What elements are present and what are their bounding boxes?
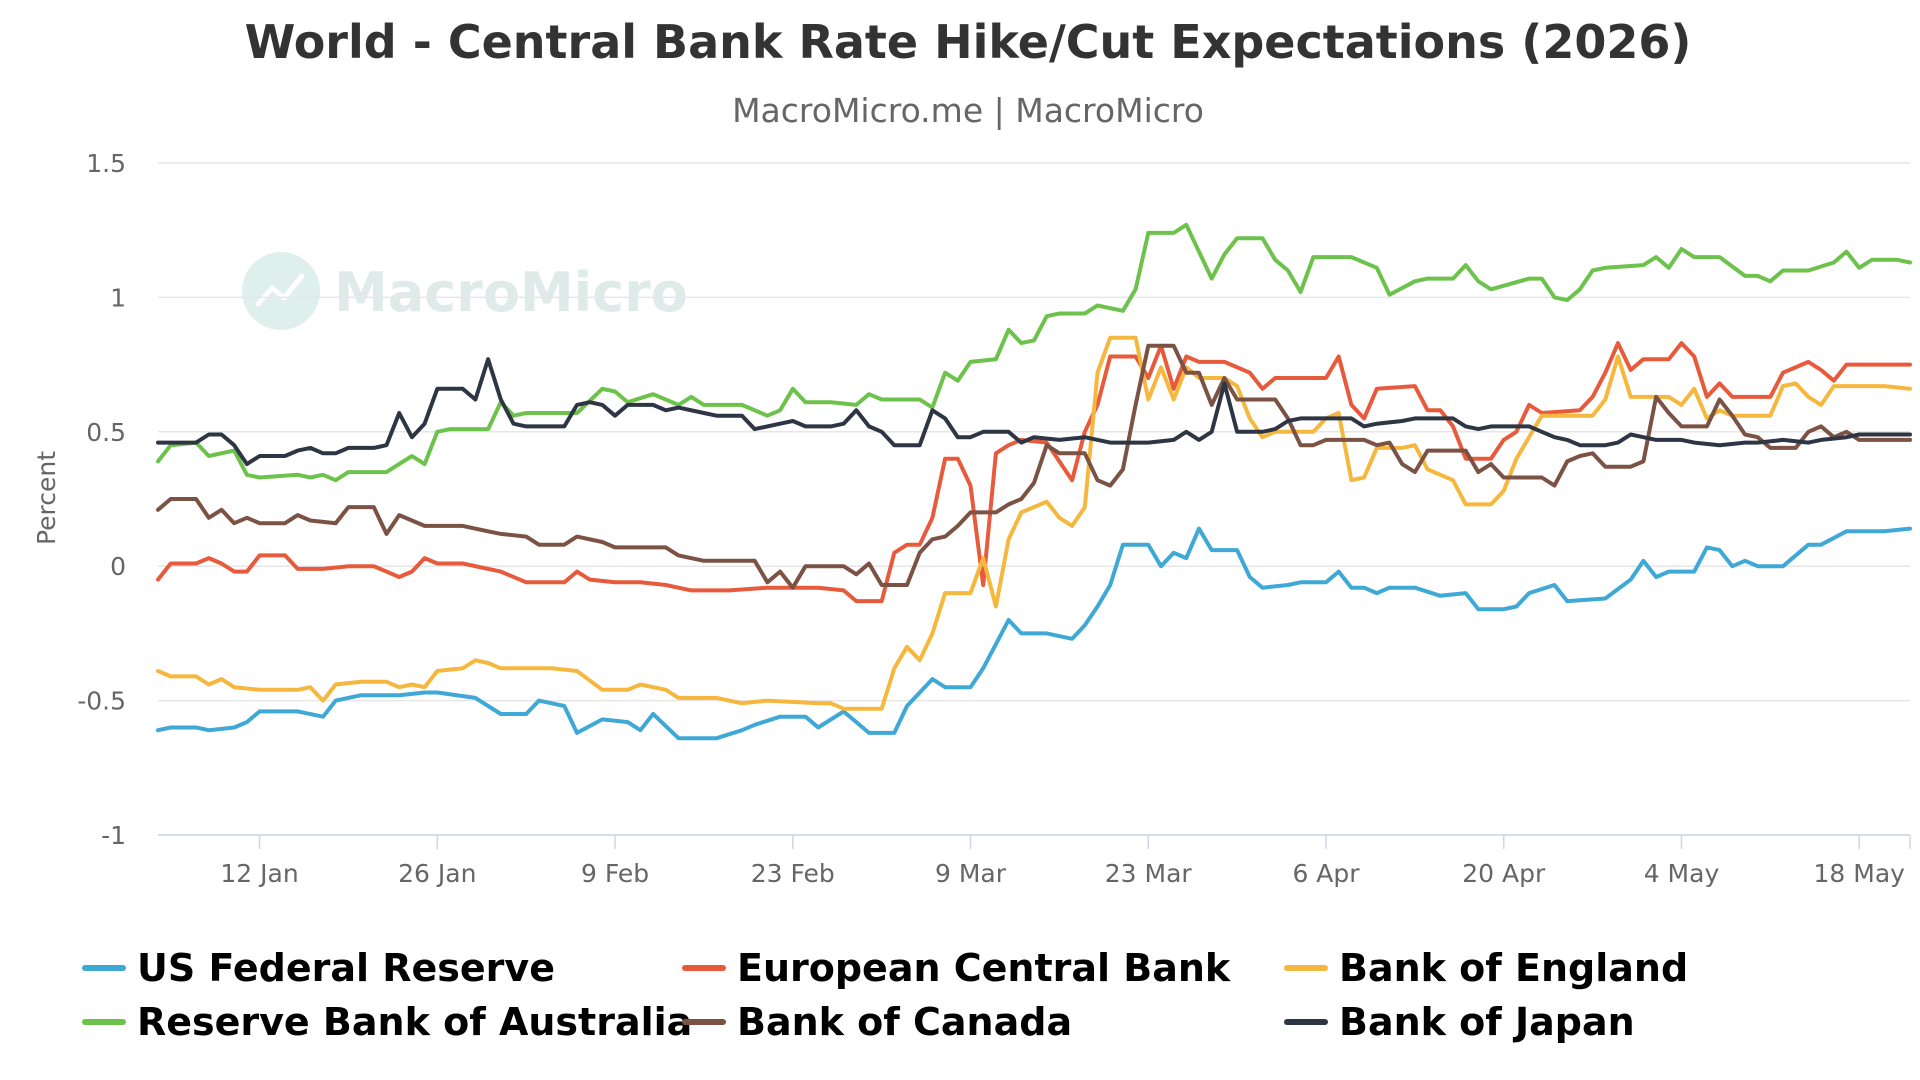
x-tick-label: 12 Jan xyxy=(220,859,298,888)
legend-item-2[interactable]: Bank of England xyxy=(1284,946,1688,990)
watermark-logo-icon xyxy=(242,252,320,330)
legend-item-5[interactable]: Bank of Japan xyxy=(1284,1000,1635,1044)
x-axis-ticks: 12 Jan 26 Jan 9 Feb 23 Feb 9 Mar 23 Mar 6 Apr 2… xyxy=(220,835,1911,888)
legend-label: Reserve Bank of Australia xyxy=(137,1000,692,1044)
x-tick-label: 26 Jan xyxy=(398,859,476,888)
legend-item-1[interactable]: European Central Bank xyxy=(682,946,1231,990)
series-line-3[interactable] xyxy=(156,222,1912,483)
y-axis-ticks: 1.5 1 0.5 0 -0.5 -1 xyxy=(77,149,126,850)
x-tick-label: 9 Feb xyxy=(581,859,649,888)
watermark-trend-icon xyxy=(255,273,305,307)
grid-lines xyxy=(158,162,1910,836)
x-tick-label: 23 Mar xyxy=(1105,859,1193,888)
series-lines xyxy=(156,222,1912,741)
y-axis-label: Percent xyxy=(32,451,61,545)
legend-label: Bank of England xyxy=(1339,946,1688,990)
legend-label: Bank of Canada xyxy=(737,1000,1072,1044)
x-tick-label: 6 Apr xyxy=(1292,859,1360,888)
y-tick-label: -0.5 xyxy=(77,687,126,716)
x-tick-label: 23 Feb xyxy=(751,859,835,888)
series-line-2[interactable] xyxy=(156,335,1912,711)
series-line-0[interactable] xyxy=(156,526,1912,741)
series-line-1[interactable] xyxy=(156,341,1912,604)
legend-label: European Central Bank xyxy=(737,946,1231,990)
x-tick-label: 9 Mar xyxy=(935,859,1007,888)
legend: US Federal Reserve European Central Bank B… xyxy=(82,946,1688,1044)
legend-item-0[interactable]: US Federal Reserve xyxy=(82,946,555,990)
x-tick-label: 20 Apr xyxy=(1462,859,1546,888)
series-line-5[interactable] xyxy=(156,357,1912,467)
y-tick-label: -1 xyxy=(101,821,126,850)
legend-item-4[interactable]: Bank of Canada xyxy=(682,1000,1072,1044)
legend-label: US Federal Reserve xyxy=(137,946,555,990)
legend-label: Bank of Japan xyxy=(1339,1000,1635,1044)
x-tick-label: 4 May xyxy=(1644,859,1720,888)
chart-subtitle: MacroMicro.me | MacroMicro xyxy=(732,91,1204,130)
series-line-4[interactable] xyxy=(156,343,1912,590)
y-tick-label: 0.5 xyxy=(86,418,126,447)
watermark-text: MacroMicro xyxy=(334,261,688,324)
y-tick-label: 1.5 xyxy=(86,149,126,178)
legend-item-3[interactable]: Reserve Bank of Australia xyxy=(82,1000,692,1044)
chart-title: World - Central Bank Rate Hike/Cut Expec… xyxy=(245,15,1692,69)
watermark: MacroMicro xyxy=(242,252,688,330)
y-tick-label: 0 xyxy=(110,552,126,581)
y-tick-label: 1 xyxy=(110,283,126,312)
x-tick-label: 18 May xyxy=(1813,859,1905,888)
